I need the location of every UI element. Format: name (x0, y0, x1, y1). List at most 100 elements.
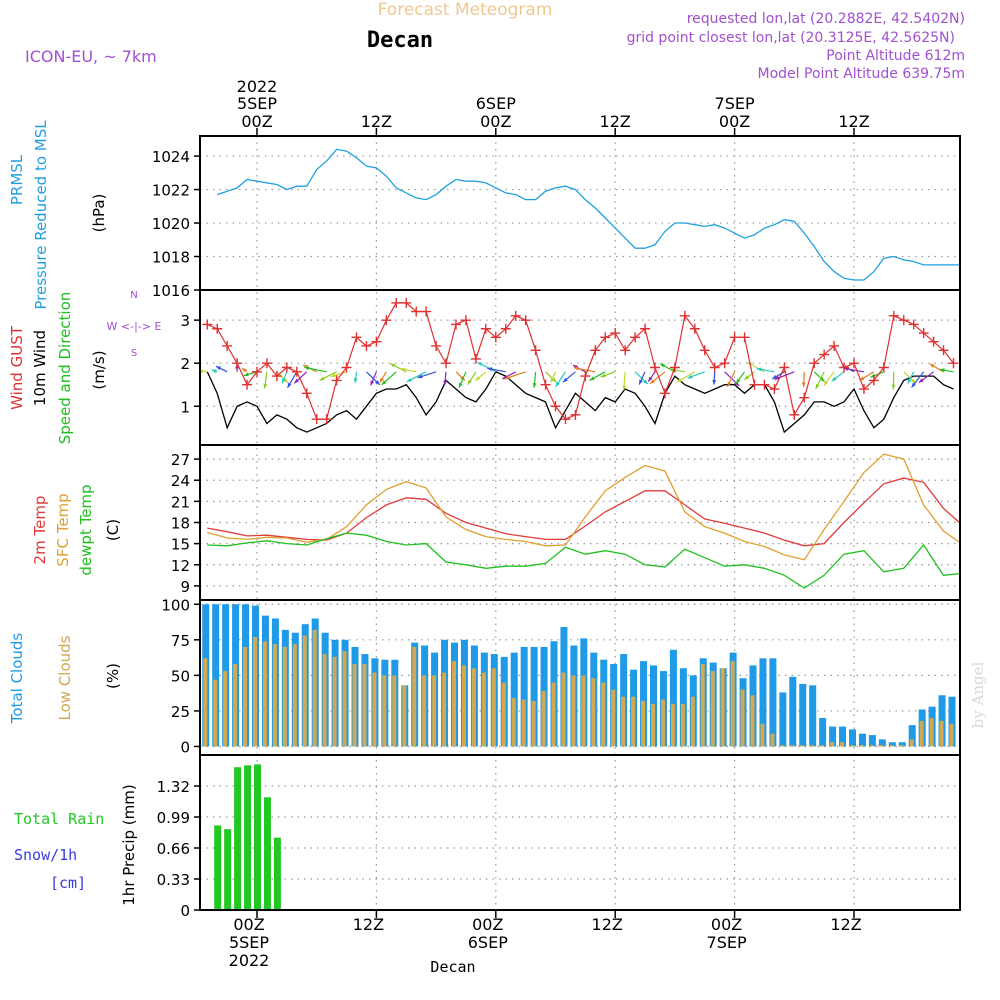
wind-arrow-head (287, 382, 292, 388)
wind-gust-marker (550, 401, 561, 412)
wind-arrow-head (907, 378, 912, 384)
panel-frame (199, 754, 961, 911)
wind-arrow-head (676, 378, 682, 382)
low-cloud-bar (919, 720, 924, 747)
wind-arrow-head (660, 363, 665, 368)
wind-gust-marker (271, 371, 282, 382)
precip-bar (244, 765, 252, 910)
wind-arrow-head (353, 378, 358, 383)
wind-arrow-head (573, 366, 579, 371)
low-cloud-bar (342, 651, 347, 747)
wind-gust-label: Wind GUST (8, 325, 26, 410)
precip-bar (273, 837, 281, 910)
precip-cm-label: [cm] (50, 874, 86, 892)
precip-labels: Total Rain Snow/1h [cm] 1hr Precip (mm) (14, 784, 138, 905)
wind-gust-marker (431, 340, 442, 351)
wind-arrow-head (774, 376, 780, 380)
low-cloud-bar (939, 720, 944, 747)
low-cloud-bar (631, 696, 636, 747)
low-cloud-bar (203, 658, 208, 747)
wind-arrow-head (736, 378, 741, 384)
wind-arrow-head (911, 378, 916, 384)
x-tick-label-bottom: 00Z (233, 915, 264, 934)
low-cloud-bar (800, 745, 805, 747)
low-cloud-bar (611, 689, 616, 747)
wind-gust-marker (719, 358, 730, 369)
y-tick-label: 0.66 (157, 840, 190, 858)
wind-gust-marker (809, 358, 820, 369)
wind-gust-marker (321, 414, 332, 425)
wind-arrow-head (939, 368, 945, 373)
temp-2m-line (207, 477, 960, 547)
wind-gust-marker (769, 384, 780, 395)
wind-dir-label: Speed and Direction (56, 292, 74, 445)
total-cloud-bar (878, 739, 886, 747)
low-cloud-bar (521, 699, 526, 747)
wind-gust-marker (918, 328, 929, 339)
low-cloud-bar (869, 745, 874, 747)
low-cloud-bar (262, 641, 267, 747)
low-cloud-bar (581, 675, 586, 747)
wind-labels: Wind GUST 10m Wind Speed and Direction (… (8, 290, 161, 444)
low-cloud-bar (402, 685, 407, 747)
frame-layer (199, 135, 961, 911)
wind-arrow-head (443, 380, 448, 386)
precip-bar (254, 764, 261, 910)
wind-arrow-head (589, 376, 595, 381)
wind-arrow-head (756, 367, 762, 372)
wind-arrow-head (459, 382, 463, 388)
x-tick-label-bottom: 12Z (353, 915, 384, 934)
wind-gust-marker (252, 366, 262, 377)
wind-gust-marker (689, 323, 700, 334)
wind-arrow-head (283, 378, 289, 383)
low-cloud-bar (481, 672, 486, 747)
model-label: ICON-EU, ~ 7km (25, 47, 157, 66)
wind-arrow-head (911, 382, 916, 388)
wind-gust-marker (679, 310, 690, 321)
wind-arrow-head (477, 362, 483, 367)
low-cloud-bar (730, 661, 735, 747)
wind-gust-marker (520, 315, 531, 326)
y-tick-label: 15 (171, 536, 190, 554)
wind-arrow-head (211, 369, 217, 374)
pressure-series-group (216, 148, 960, 281)
year-label-bottom: 2022 (229, 951, 270, 970)
wind-arrow-head (744, 375, 750, 380)
total-cloud-bar (799, 683, 807, 747)
y-tick-label: 21 (171, 493, 190, 511)
requested-coords: requested lon,lat (20.2882E, 42.5402N) (687, 11, 965, 27)
wind-gust-marker (759, 379, 770, 390)
low-cloud-bar (690, 696, 695, 747)
wind-arrow-head (294, 378, 299, 384)
wind-gust-marker (938, 345, 949, 356)
low-cloud-bar (272, 644, 277, 747)
low-cloud-bar (929, 718, 934, 747)
low-cloud-bar (949, 723, 954, 747)
wind-arrow-head (929, 363, 935, 368)
pressure-unit: (hPa) (90, 194, 108, 233)
precip-bar (224, 829, 232, 910)
y-tick-label: 2 (180, 355, 190, 373)
total-cloud-bar (789, 676, 797, 747)
wind-arrow-head (555, 381, 560, 387)
low-cloud-bar (879, 745, 884, 747)
total-cloud-bar (759, 658, 767, 747)
wind-gust-marker (570, 409, 581, 420)
y-tick-label: 100 (161, 596, 190, 614)
wind-gust-marker (819, 349, 830, 360)
low-cloud-bar (223, 671, 228, 747)
total-cloud-bar (779, 692, 787, 747)
wind-arrow-head (375, 380, 380, 385)
total-cloud-bar (948, 696, 956, 747)
y-tick-label: 1020 (152, 215, 190, 233)
wind-gust-marker (888, 310, 899, 321)
wind-arrow-head (390, 363, 396, 368)
total-cloud-bar (530, 646, 538, 747)
wind-arrow-head (643, 379, 648, 385)
temp-series-group (207, 453, 960, 589)
wind-arrow-head (891, 384, 896, 390)
low-cloud-bar (909, 739, 914, 747)
wind-gust-marker (839, 362, 850, 373)
low-cloud-bar (452, 661, 456, 747)
low-cloud-bar (621, 696, 626, 747)
